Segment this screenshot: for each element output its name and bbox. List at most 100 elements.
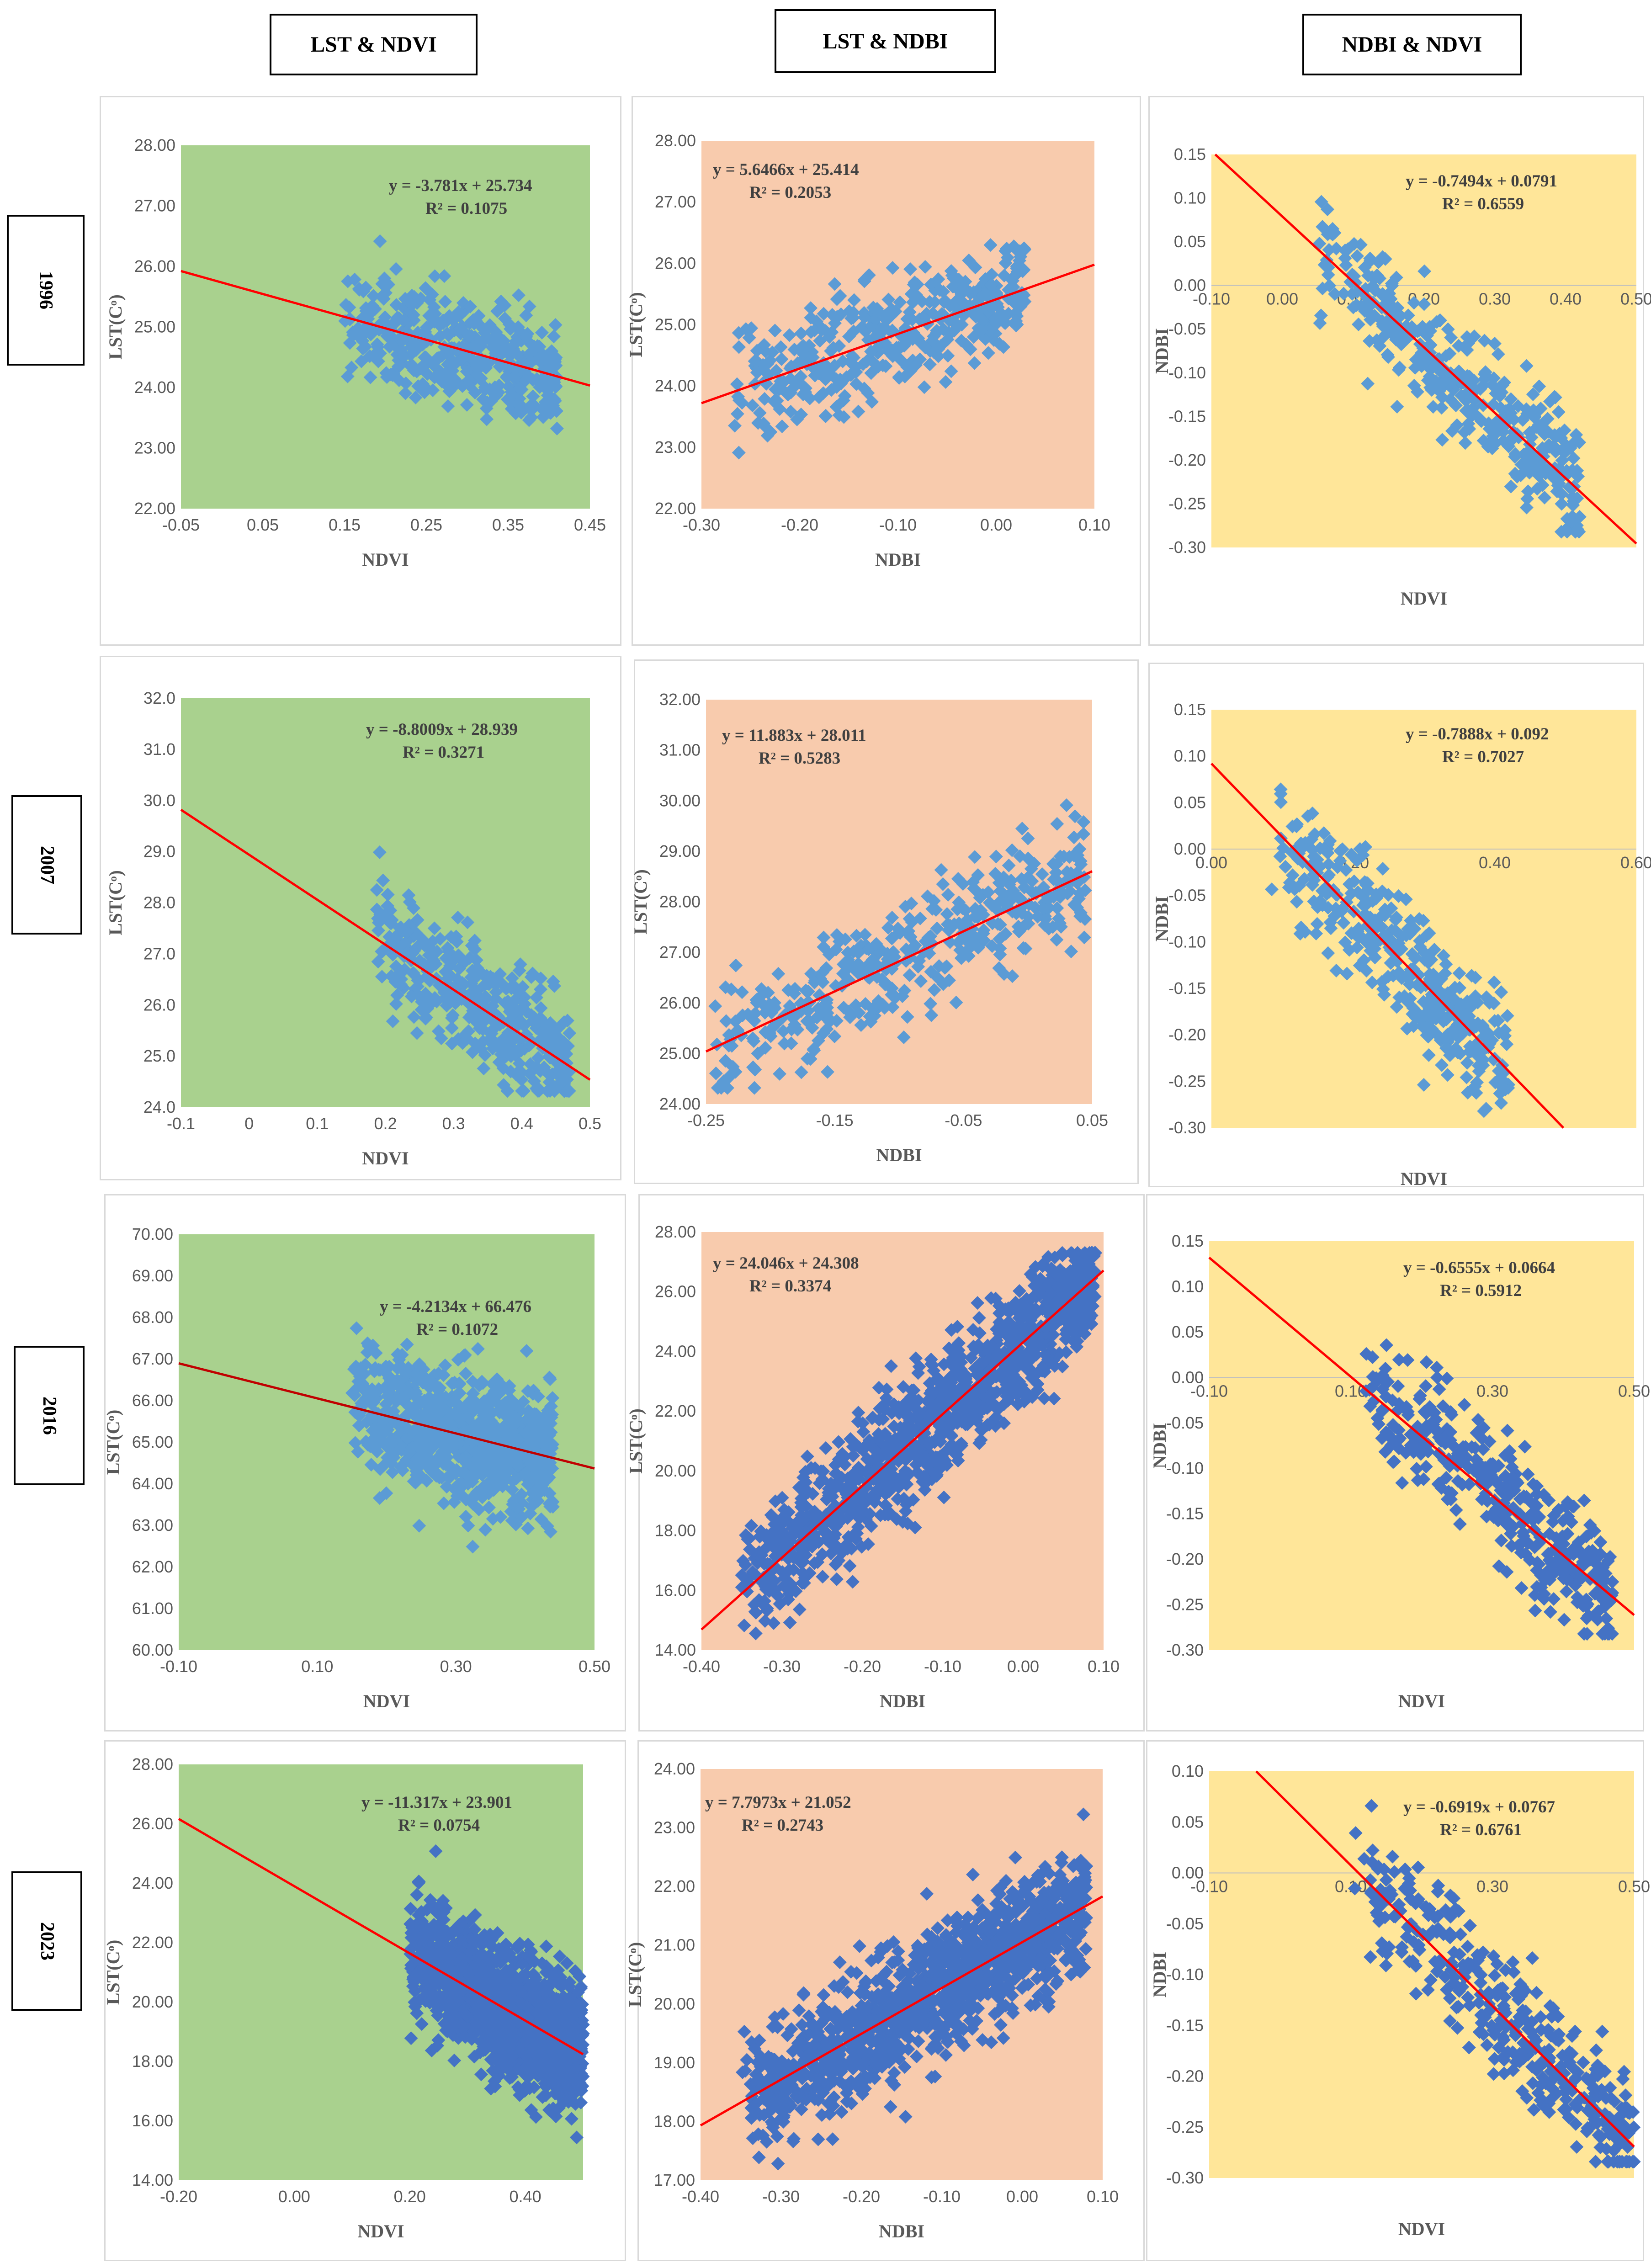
data-point xyxy=(534,1001,548,1015)
data-point xyxy=(509,1517,523,1531)
data-point xyxy=(804,967,818,981)
data-point xyxy=(871,303,885,318)
data-point xyxy=(813,1509,827,1524)
data-point xyxy=(1587,1524,1602,1538)
data-point xyxy=(1457,1397,1471,1412)
data-point xyxy=(1012,254,1026,268)
data-point xyxy=(931,1450,945,1465)
data-point xyxy=(1072,1289,1087,1303)
data-point xyxy=(1381,970,1395,984)
data-point xyxy=(547,329,561,344)
data-point xyxy=(1033,1286,1047,1301)
y-tick-label: 29.0 xyxy=(143,842,175,861)
data-point xyxy=(1392,965,1407,979)
data-point xyxy=(1487,975,1501,989)
data-point xyxy=(1305,832,1319,846)
data-point xyxy=(1425,1022,1439,1036)
data-point xyxy=(993,918,1007,932)
data-point xyxy=(1572,510,1587,524)
data-point xyxy=(1021,910,1035,924)
data-point xyxy=(768,1494,782,1508)
data-point xyxy=(1391,1433,1406,1447)
data-point xyxy=(1317,258,1332,272)
data-point xyxy=(1557,423,1571,437)
row-label: 2023 xyxy=(36,1922,58,1960)
data-point xyxy=(1376,289,1390,303)
data-point xyxy=(405,946,419,961)
data-point xyxy=(1044,1261,1058,1275)
data-point xyxy=(984,1291,998,1305)
data-point xyxy=(816,1570,830,1584)
data-point xyxy=(1530,482,1545,496)
data-point xyxy=(1313,316,1327,330)
data-point xyxy=(478,989,493,1004)
r-squared-label: R² = 0.3374 xyxy=(749,1277,831,1296)
data-point xyxy=(1035,1302,1050,1316)
y-tick-label: 0.10 xyxy=(1172,1277,1204,1296)
data-point xyxy=(944,1323,958,1337)
y-axis-title: LST(Cᵒ) xyxy=(103,1410,123,1475)
data-point xyxy=(1375,975,1389,989)
data-point xyxy=(438,1358,452,1372)
data-point xyxy=(462,951,477,965)
data-point xyxy=(541,383,555,398)
data-point xyxy=(468,942,482,956)
data-point xyxy=(845,349,859,363)
data-point xyxy=(952,1438,966,1452)
data-point xyxy=(1290,817,1304,831)
data-point xyxy=(1410,385,1424,399)
data-point xyxy=(1007,296,1021,310)
data-point xyxy=(1317,826,1331,840)
data-point xyxy=(532,380,547,394)
data-point xyxy=(341,274,355,288)
data-point xyxy=(767,1574,781,1588)
data-point xyxy=(414,995,429,1009)
data-point xyxy=(1444,1486,1459,1500)
data-point xyxy=(771,967,786,981)
data-point xyxy=(921,1408,935,1423)
data-point xyxy=(460,398,474,412)
data-point xyxy=(784,1036,798,1051)
y-tick-label: 27.00 xyxy=(134,197,175,215)
data-point xyxy=(885,981,899,995)
data-point xyxy=(936,877,950,891)
data-point xyxy=(924,277,938,292)
trendline xyxy=(180,808,591,1081)
data-point xyxy=(1000,250,1014,265)
data-point xyxy=(1598,1599,1612,1614)
data-point xyxy=(429,1403,443,1417)
data-point xyxy=(1412,968,1426,982)
data-point xyxy=(968,902,982,916)
y-tick-label: 0.10 xyxy=(1174,189,1206,207)
data-point xyxy=(1329,241,1343,255)
x-tick-label: 0 xyxy=(244,1114,254,1133)
data-point xyxy=(1017,1395,1031,1409)
y-tick-label: 26.00 xyxy=(655,1282,696,1301)
data-point xyxy=(360,1345,374,1360)
data-point xyxy=(384,1456,398,1470)
data-point xyxy=(1375,250,1390,264)
data-point xyxy=(413,954,427,968)
data-point xyxy=(1426,967,1440,982)
data-point xyxy=(1482,1027,1496,1041)
data-point xyxy=(1543,1572,1557,1587)
data-point xyxy=(1520,492,1534,506)
data-point xyxy=(1077,930,1091,945)
data-point xyxy=(372,845,387,860)
data-point xyxy=(1058,1285,1072,1299)
data-point xyxy=(486,1512,500,1526)
data-point xyxy=(452,1377,466,1392)
data-point xyxy=(459,1366,473,1381)
data-point xyxy=(843,1559,857,1573)
data-point xyxy=(409,1398,424,1413)
data-point xyxy=(1070,1334,1084,1348)
data-point xyxy=(783,999,797,1013)
data-point xyxy=(1306,878,1320,892)
data-point xyxy=(370,1445,384,1459)
data-point xyxy=(476,1035,490,1049)
data-point xyxy=(1575,1571,1589,1585)
data-point xyxy=(976,1356,990,1370)
data-point xyxy=(465,1435,479,1449)
data-point xyxy=(1030,1334,1044,1348)
data-point xyxy=(1566,1499,1581,1514)
